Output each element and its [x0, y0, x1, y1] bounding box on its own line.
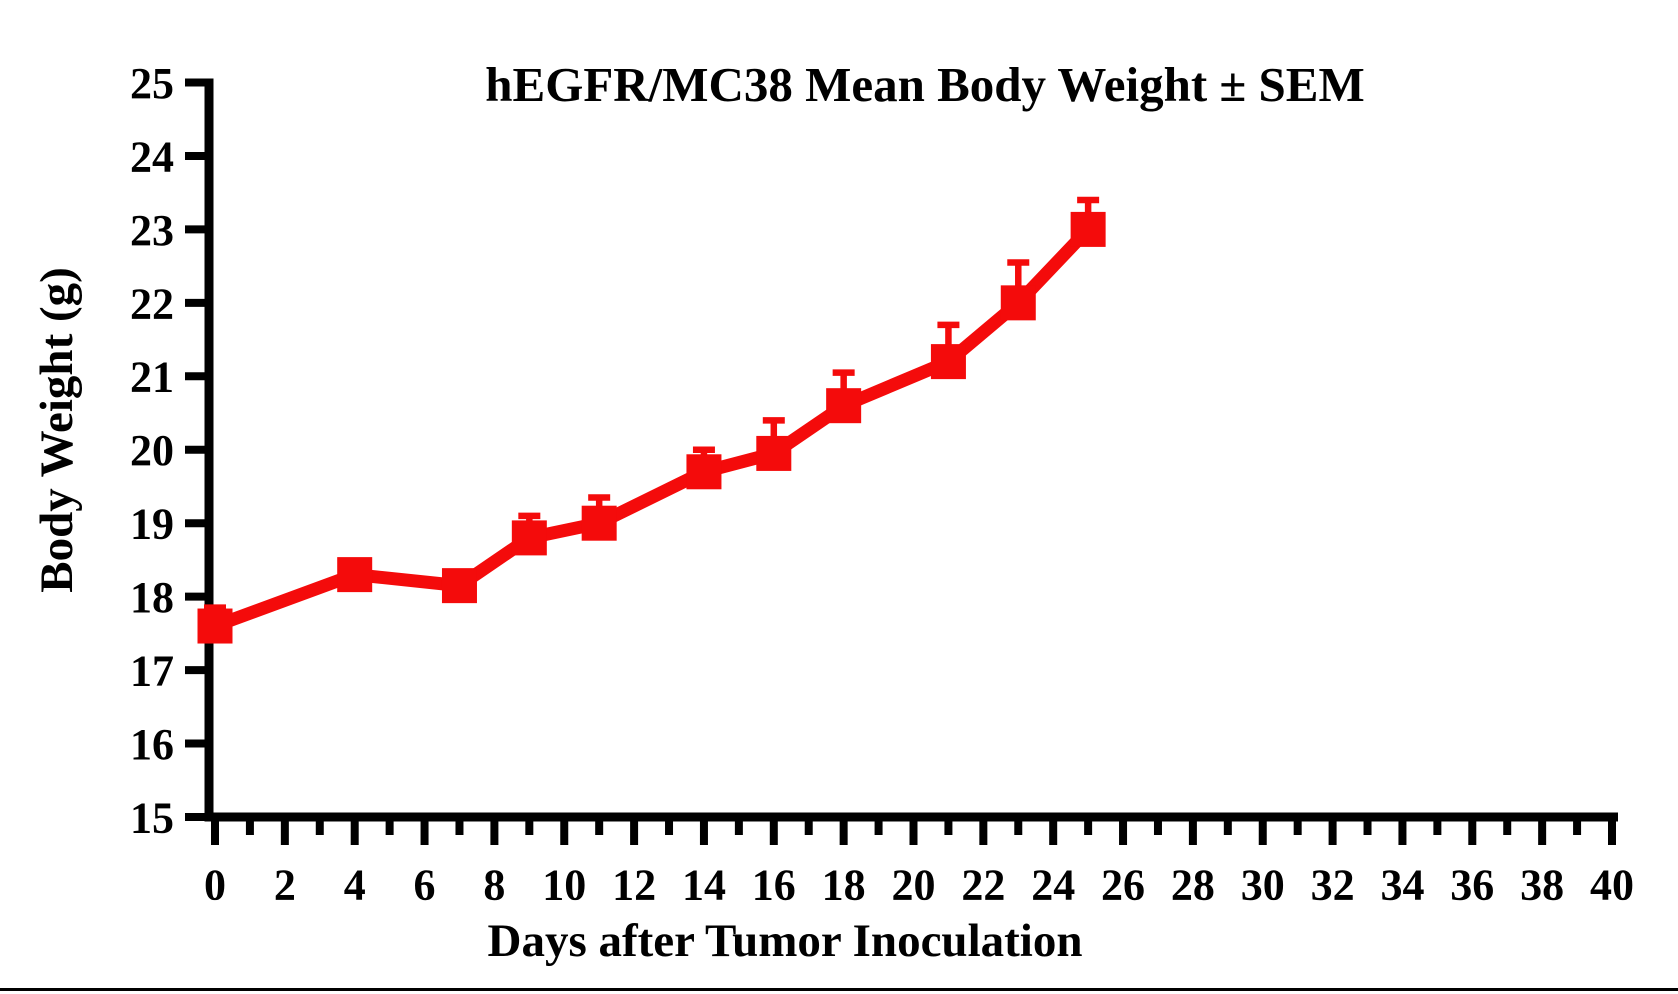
x-tick-label: 16: [752, 860, 796, 909]
data-point-marker: [826, 388, 862, 424]
y-tick-label: 16: [130, 720, 174, 769]
x-tick-label: 38: [1520, 860, 1564, 909]
data-point-marker: [686, 454, 722, 490]
data-point-marker: [197, 608, 233, 644]
y-tick-label: 19: [130, 500, 174, 549]
data-point-marker: [581, 505, 617, 541]
x-tick-label: 22: [961, 860, 1005, 909]
y-tick-label: 20: [130, 426, 174, 475]
x-tick-label: 4: [344, 860, 366, 909]
x-tick-label: 6: [414, 860, 436, 909]
x-tick-label: 36: [1450, 860, 1494, 909]
y-tick-label: 18: [130, 573, 174, 622]
x-tick-label: 12: [612, 860, 656, 909]
x-tick-label: 20: [892, 860, 936, 909]
y-tick-label: 24: [130, 132, 174, 181]
x-axis-label: Days after Tumor Inoculation: [487, 915, 1083, 967]
y-tick-label: 17: [130, 647, 174, 696]
y-tick-label: 25: [130, 59, 174, 108]
data-point-marker: [441, 568, 477, 604]
x-tick-label: 28: [1171, 860, 1215, 909]
x-tick-label: 26: [1101, 860, 1145, 909]
bottom-divider: [0, 988, 1678, 991]
data-point-marker: [511, 520, 547, 556]
y-tick-label: 21: [130, 353, 174, 402]
x-tick-label: 18: [822, 860, 866, 909]
y-tick-label: 23: [130, 206, 174, 255]
chart-title: hEGFR/MC38 Mean Body Weight ± SEM: [485, 57, 1365, 112]
data-point-marker: [337, 557, 373, 593]
x-tick-label: 14: [682, 860, 726, 909]
x-tick-label: 24: [1031, 860, 1075, 909]
y-tick-label: 22: [130, 279, 174, 328]
x-tick-label: 10: [542, 860, 586, 909]
data-point-marker: [756, 435, 792, 471]
data-point-marker: [930, 344, 966, 380]
data-point-marker: [1070, 211, 1106, 247]
x-tick-label: 34: [1380, 860, 1424, 909]
x-tick-label: 40: [1590, 860, 1634, 909]
data-point-marker: [1000, 285, 1036, 321]
x-tick-label: 8: [483, 860, 505, 909]
x-tick-label: 2: [274, 860, 296, 909]
x-tick-label: 32: [1311, 860, 1355, 909]
x-tick-label: 0: [204, 860, 226, 909]
x-tick-label: 30: [1241, 860, 1285, 909]
y-tick-label: 15: [130, 793, 174, 842]
